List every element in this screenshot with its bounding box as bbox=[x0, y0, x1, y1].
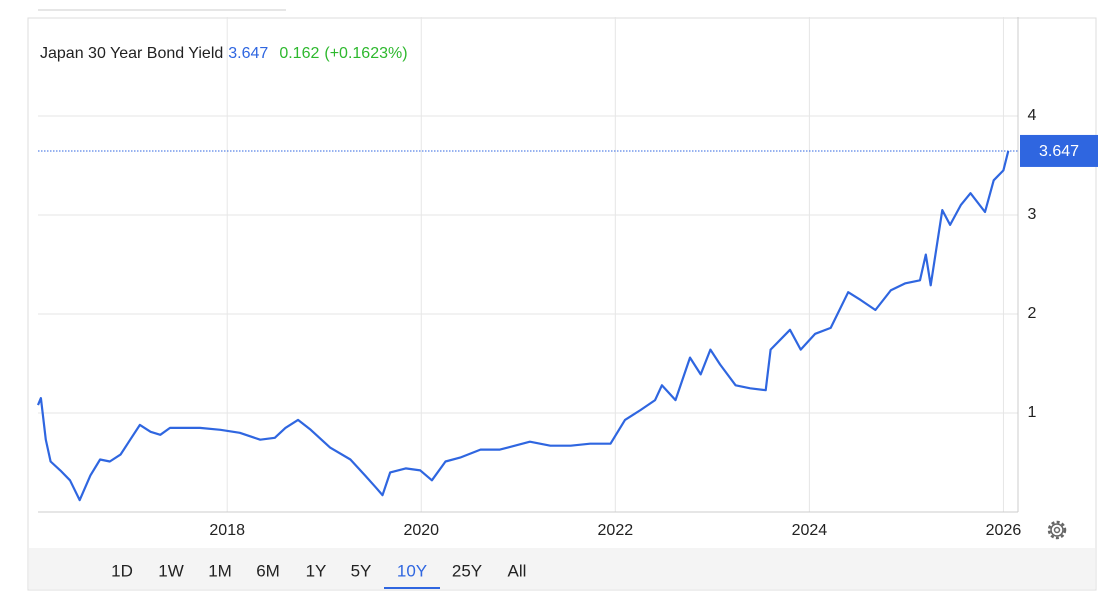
x-tick-label: 2026 bbox=[986, 522, 1022, 539]
y-tick-label: 3 bbox=[1028, 206, 1037, 223]
chart-frame bbox=[27, 17, 1097, 591]
range-bar bbox=[29, 548, 1095, 589]
range-underline bbox=[384, 587, 440, 589]
x-tick-label: 2018 bbox=[209, 522, 245, 539]
x-tick-label: 2022 bbox=[598, 522, 634, 539]
settings-icon[interactable] bbox=[1047, 520, 1067, 540]
change-percent: (+0.1623%) bbox=[324, 45, 407, 62]
range-button[interactable]: 1Y bbox=[306, 561, 327, 580]
x-tick-label: 2024 bbox=[792, 522, 828, 539]
range-button[interactable]: 25Y bbox=[452, 561, 482, 580]
range-button[interactable]: 10Y bbox=[397, 561, 427, 580]
y-tick-label: 1 bbox=[1028, 404, 1037, 421]
last-value-badge bbox=[1020, 134, 1098, 167]
range-button[interactable]: All bbox=[508, 561, 527, 580]
last-value: 3.647 bbox=[228, 45, 268, 62]
change: 0.162 bbox=[279, 45, 319, 62]
line-series bbox=[36, 150, 1010, 502]
y-tick-label: 4 bbox=[1028, 107, 1037, 124]
range-button[interactable]: 1D bbox=[111, 561, 133, 580]
chart-header: Japan 30 Year Bond Yield 3.647 0.162 (+0.16… bbox=[40, 45, 408, 62]
last-value-label: 3.647 bbox=[1039, 143, 1079, 160]
series-name: Japan 30 Year Bond Yield bbox=[40, 45, 223, 62]
range-button[interactable]: 5Y bbox=[351, 561, 372, 580]
range-button[interactable]: 1M bbox=[208, 561, 232, 580]
range-button[interactable]: 6M bbox=[256, 561, 280, 580]
range-button[interactable]: 1W bbox=[158, 561, 184, 580]
x-tick-label: 2020 bbox=[403, 522, 439, 539]
y-tick-label: 2 bbox=[1028, 305, 1037, 322]
